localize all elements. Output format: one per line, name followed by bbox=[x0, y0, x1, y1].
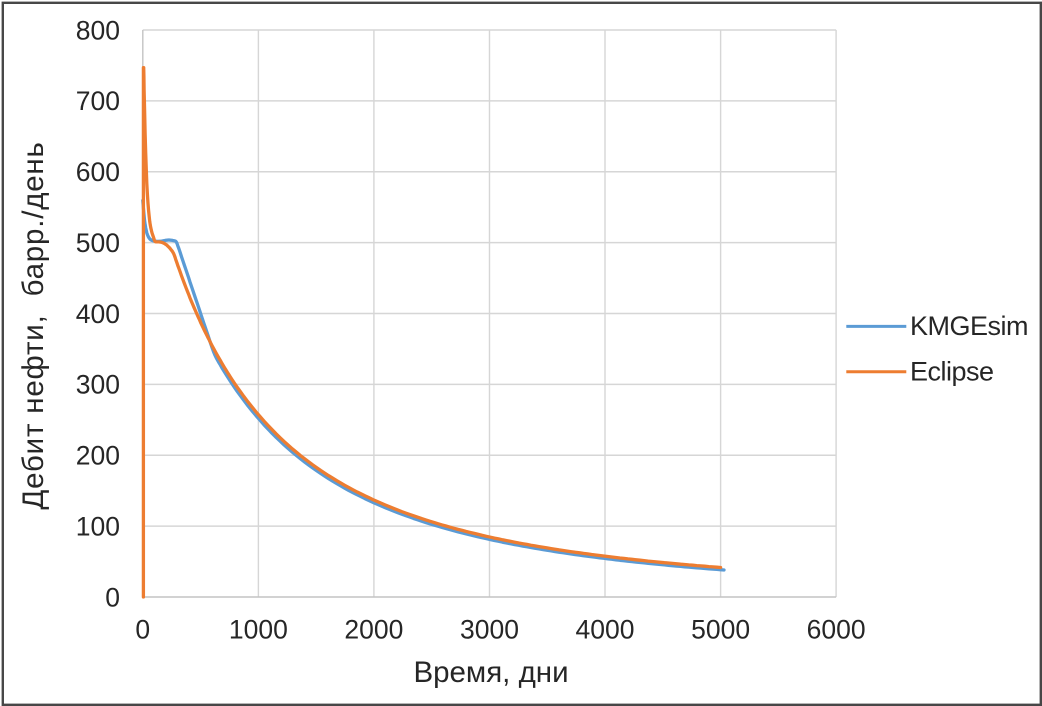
svg-text:3000: 3000 bbox=[460, 615, 519, 645]
svg-text:Время, дни: Время, дни bbox=[413, 656, 568, 689]
svg-text:4000: 4000 bbox=[576, 615, 635, 645]
svg-text:Eclipse: Eclipse bbox=[910, 356, 994, 386]
svg-text:2000: 2000 bbox=[344, 615, 403, 645]
svg-text:300: 300 bbox=[76, 370, 120, 400]
svg-text:6000: 6000 bbox=[807, 615, 866, 645]
svg-text:600: 600 bbox=[76, 157, 120, 187]
svg-text:5000: 5000 bbox=[691, 615, 750, 645]
svg-text:700: 700 bbox=[76, 86, 120, 116]
svg-text:0: 0 bbox=[105, 582, 120, 612]
svg-text:800: 800 bbox=[76, 15, 120, 45]
svg-text:Дебит нефти, барр./день: Дебит нефти, барр./день bbox=[17, 141, 50, 509]
svg-text:100: 100 bbox=[76, 511, 120, 541]
svg-text:1000: 1000 bbox=[229, 615, 288, 645]
svg-text:0: 0 bbox=[135, 615, 150, 645]
svg-text:400: 400 bbox=[76, 299, 120, 329]
svg-text:500: 500 bbox=[76, 228, 120, 258]
svg-text:200: 200 bbox=[76, 441, 120, 471]
svg-text:KMGEsim: KMGEsim bbox=[910, 311, 1028, 341]
